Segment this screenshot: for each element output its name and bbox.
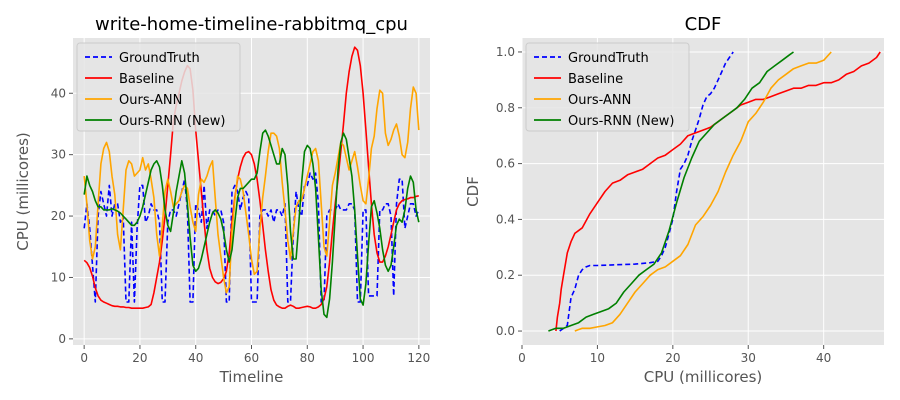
cdf-legend-label-ours-ann: Ours-ANN [568,93,631,108]
cdf-y-tick-label: 0.4 [496,212,515,226]
timeline-chart: 0 20 40 60 80 100 120 0 10 20 30 40 write-home-time… [14,14,430,386]
timeline-y-tick-label: 10 [51,270,66,284]
timeline-x-axis-label: Timeline [219,368,284,386]
timeline-x-tick-label: 60 [244,351,259,365]
timeline-x-tick-label: 0 [80,351,88,365]
timeline-series-baseline [83,46,419,310]
timeline-ticks: 0 20 40 60 80 100 120 0 10 20 30 40 [51,86,431,365]
cdf-legend: GroundTruth Baseline Ours-ANN Ours-RNN (New… [525,42,690,132]
cdf-x-tick-label: 40 [816,351,831,365]
cdf-legend-label-groundtruth: GroundTruth [568,51,649,66]
cdf-y-tick-label: 0.0 [496,324,515,338]
cdf-y-tick-label: 0.2 [496,268,515,282]
timeline-y-axis-label: CPU (millicores) [14,132,32,251]
cdf-series-ours-rnn-new [548,51,794,332]
cdf-y-axis-label: CDF [464,176,482,207]
cdf-series [548,51,881,332]
timeline-x-tick-label: 100 [352,351,375,365]
cdf-y-tick-label: 0.6 [496,157,515,171]
timeline-y-tick-label: 30 [51,148,66,162]
cdf-grid [521,38,884,345]
timeline-x-tick-label: 20 [132,351,147,365]
cdf-legend-box [525,42,690,132]
timeline-legend-label-ours-rnn-new: Ours-RNN (New) [119,114,225,129]
cdf-series-ours-ann [574,51,832,332]
cdf-series-groundtruth [559,51,734,332]
cdf-chart: 0 10 20 30 40 0.0 0.2 0.4 0.6 0.8 1.0 CDF CPU (mil… [464,14,884,386]
cdf-chart-title: CDF [685,14,722,35]
timeline-y-tick-label: 0 [58,332,66,346]
cdf-x-axis-label: CPU (millicores) [644,368,763,386]
timeline-legend-label-ours-ann: Ours-ANN [119,93,182,108]
cdf-y-tick-label: 0.8 [496,101,515,115]
cdf-x-tick-label: 10 [590,351,605,365]
cdf-series-baseline [555,51,881,332]
timeline-legend-box [76,42,241,132]
timeline-series [83,46,420,319]
timeline-y-tick-label: 20 [51,209,66,223]
cdf-y-tick-label: 1.0 [496,45,515,59]
timeline-legend-label-baseline: Baseline [119,72,174,87]
timeline-x-tick-label: 80 [300,351,315,365]
cdf-ticks: 0 10 20 30 40 0.0 0.2 0.4 0.6 0.8 1.0 [496,45,831,365]
cdf-x-tick-label: 0 [518,351,526,365]
timeline-chart-title: write-home-timeline-rabbitmq_cpu [95,14,408,35]
cdf-legend-label-baseline: Baseline [568,72,623,87]
timeline-x-tick-label: 120 [407,351,430,365]
cdf-legend-label-ours-rnn-new: Ours-RNN (New) [568,114,674,129]
timeline-legend: GroundTruth Baseline Ours-ANN Ours-RNN (New… [76,42,241,132]
timeline-y-tick-label: 40 [51,86,66,100]
timeline-x-tick-label: 40 [188,351,203,365]
cdf-x-tick-label: 30 [741,351,756,365]
timeline-legend-label-groundtruth: GroundTruth [119,51,200,66]
cdf-x-tick-label: 20 [665,351,680,365]
timeline-series-ours-ann [83,86,420,294]
timeline-series-ours-rnn-new [83,129,420,319]
